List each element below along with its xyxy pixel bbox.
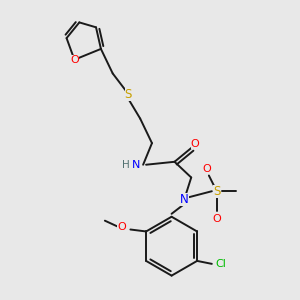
Text: N: N <box>132 160 140 170</box>
Text: Cl: Cl <box>215 259 226 269</box>
Text: S: S <box>213 185 220 198</box>
Text: O: O <box>202 164 211 174</box>
Text: N: N <box>180 193 189 206</box>
Text: O: O <box>191 139 200 149</box>
Text: O: O <box>212 214 221 224</box>
Text: O: O <box>117 222 126 232</box>
Text: S: S <box>125 88 132 100</box>
Text: H: H <box>122 160 129 170</box>
Text: O: O <box>70 55 79 65</box>
